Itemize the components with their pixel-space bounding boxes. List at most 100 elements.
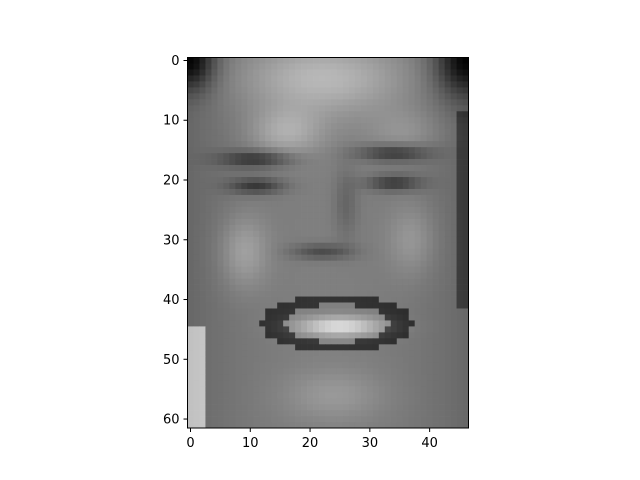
- heatmap-cell: [289, 236, 296, 244]
- heatmap-cell: [396, 111, 404, 118]
- heatmap-cell: [265, 314, 272, 321]
- heatmap-cell: [354, 117, 362, 124]
- heatmap-cell: [402, 332, 410, 339]
- heatmap-cell: [438, 398, 445, 405]
- heatmap-cell: [342, 368, 350, 375]
- heatmap-cell: [360, 135, 368, 142]
- heatmap-cell: [384, 260, 392, 268]
- heatmap-cell: [420, 338, 427, 345]
- heatmap-cell: [342, 177, 350, 184]
- heatmap-cell: [217, 266, 224, 273]
- heatmap-cell: [271, 248, 278, 256]
- heatmap-cell: [390, 398, 398, 405]
- heatmap-cell: [241, 332, 248, 339]
- heatmap-cell: [241, 81, 248, 88]
- heatmap-cell: [211, 260, 218, 268]
- heatmap-cell: [199, 200, 206, 208]
- x-axis: 0 10 20 30 40: [186, 428, 438, 451]
- heatmap-cell: [450, 123, 457, 130]
- heatmap-cell: [289, 69, 296, 76]
- heatmap-cell: [462, 314, 469, 321]
- heatmap-cell: [271, 135, 278, 142]
- heatmap-cell: [199, 69, 206, 76]
- heatmap-cell: [229, 398, 236, 405]
- heatmap-cell: [342, 171, 350, 178]
- heatmap-cell: [247, 200, 254, 208]
- heatmap-cell: [301, 69, 308, 76]
- heatmap-cell: [265, 206, 272, 214]
- heatmap-cell: [408, 368, 416, 375]
- heatmap-cell: [414, 230, 422, 238]
- heatmap-cell: [336, 182, 344, 190]
- heatmap-cell: [235, 159, 242, 166]
- heatmap-cell: [277, 141, 284, 148]
- heatmap-cell: [283, 332, 290, 339]
- heatmap-cell: [336, 350, 344, 357]
- heatmap-cell: [199, 194, 206, 202]
- heatmap-cell: [271, 200, 278, 208]
- heatmap-cell: [193, 380, 200, 387]
- heatmap-cell: [325, 69, 332, 76]
- heatmap-cell: [229, 141, 236, 148]
- heatmap-cell: [307, 254, 314, 262]
- heatmap-cell: [330, 57, 338, 64]
- heatmap-cell: [390, 93, 398, 100]
- heatmap-cell: [462, 194, 469, 202]
- heatmap-cell: [307, 93, 314, 100]
- heatmap-cell: [354, 141, 362, 148]
- heatmap-cell: [223, 159, 230, 166]
- heatmap-cell: [301, 350, 308, 357]
- heatmap-cell: [301, 63, 308, 70]
- heatmap-cell: [235, 260, 242, 268]
- heatmap-cell: [342, 206, 350, 214]
- heatmap-cell: [414, 380, 422, 387]
- heatmap-cell: [265, 165, 272, 172]
- heatmap-cell: [378, 63, 386, 70]
- heatmap-cell: [420, 105, 427, 112]
- heatmap-cell: [348, 266, 356, 273]
- heatmap-cell: [390, 350, 398, 357]
- heatmap-cell: [450, 129, 457, 136]
- heatmap-cell: [330, 212, 338, 220]
- heatmap-cell: [396, 302, 404, 309]
- heatmap-cell: [402, 212, 410, 220]
- heatmap-cell: [235, 81, 242, 88]
- heatmap-cell: [402, 111, 410, 118]
- heatmap-cell: [384, 386, 392, 393]
- heatmap-cell: [217, 224, 224, 232]
- heatmap-cell: [456, 117, 463, 124]
- heatmap-cell: [199, 350, 206, 357]
- heatmap-cell: [366, 111, 374, 118]
- heatmap-cell: [325, 368, 332, 375]
- heatmap-cell: [342, 123, 350, 130]
- heatmap-cell: [187, 266, 194, 273]
- heatmap-cell: [235, 111, 242, 118]
- heatmap-cell: [336, 153, 344, 160]
- heatmap-cell: [420, 93, 427, 100]
- heatmap-cell: [402, 356, 410, 363]
- heatmap-cell: [426, 302, 433, 309]
- heatmap-cell: [271, 141, 278, 148]
- heatmap-cell: [378, 123, 386, 130]
- heatmap-cell: [277, 57, 284, 64]
- heatmap-cell: [187, 182, 194, 190]
- heatmap-cell: [378, 374, 386, 381]
- heatmap-cell: [319, 242, 326, 250]
- heatmap-cell: [456, 69, 463, 76]
- heatmap-cell: [271, 99, 278, 106]
- heatmap-cell: [247, 111, 254, 118]
- heatmap-cell: [414, 284, 422, 291]
- heatmap-cell: [199, 123, 206, 130]
- heatmap-cell: [456, 332, 463, 339]
- heatmap-cell: [330, 218, 338, 226]
- heatmap-cell: [390, 302, 398, 309]
- heatmap-cell: [205, 416, 212, 423]
- heatmap-cell: [432, 278, 439, 285]
- heatmap-cell: [408, 153, 416, 160]
- heatmap-cell: [241, 230, 248, 238]
- heatmap-cell: [462, 332, 469, 339]
- heatmap-cell: [205, 218, 212, 226]
- heatmap-cell: [432, 410, 439, 417]
- heatmap-cell: [450, 380, 457, 387]
- heatmap-cell: [330, 75, 338, 82]
